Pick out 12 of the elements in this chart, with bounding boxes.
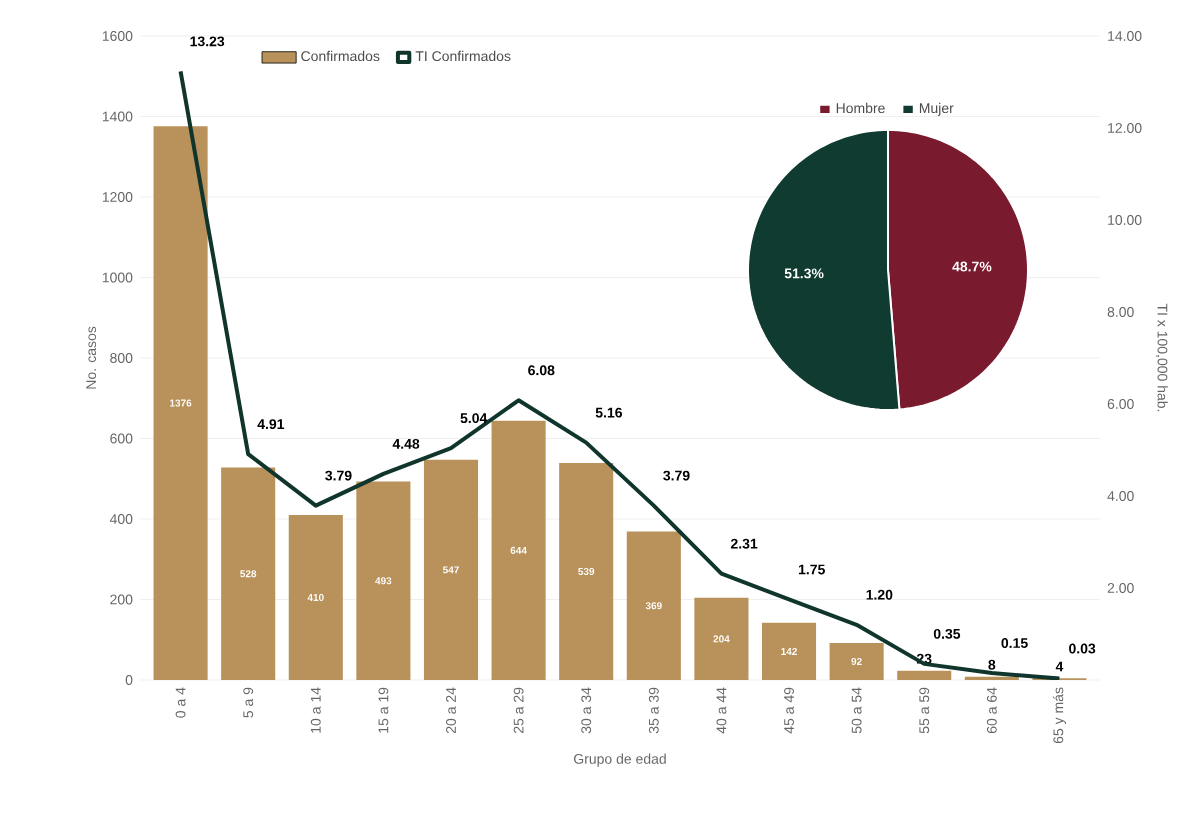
bar [559, 463, 614, 680]
bar [761, 622, 817, 680]
bar [153, 126, 208, 680]
bar [897, 670, 952, 680]
bar [626, 531, 681, 680]
bar [288, 514, 343, 680]
bar [356, 481, 411, 680]
bar [423, 459, 479, 680]
bar [694, 597, 749, 680]
bar [491, 420, 546, 680]
bar [829, 642, 884, 680]
bar [221, 467, 276, 680]
